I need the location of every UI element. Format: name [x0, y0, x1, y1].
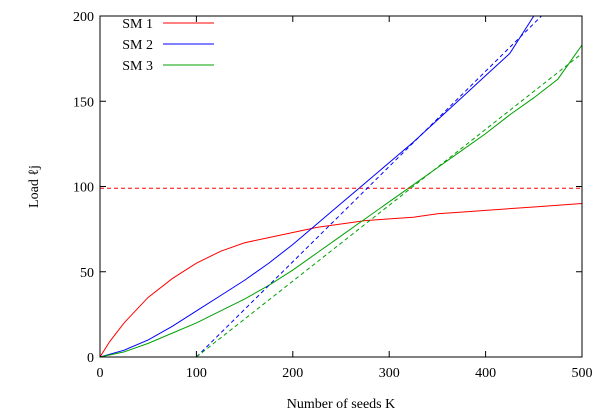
x-tick-label: 500 — [572, 366, 593, 381]
y-tick-label: 50 — [80, 266, 94, 281]
dashed-line-4 — [196, 16, 541, 357]
legend-label: SM 3 — [122, 59, 153, 74]
x-tick-label: 400 — [475, 366, 496, 381]
plot-frame — [100, 16, 582, 357]
x-axis-label: Number of seeds K — [287, 397, 395, 412]
legend-label: SM 1 — [122, 17, 153, 32]
series-line-sm-2 — [100, 16, 534, 357]
series-line-sm-3 — [100, 45, 582, 357]
legend-label: SM 2 — [122, 38, 153, 53]
series-line-sm-1 — [100, 204, 582, 357]
y-tick-label: 150 — [73, 95, 94, 110]
x-tick-label: 100 — [186, 366, 207, 381]
x-tick-label: 200 — [282, 366, 303, 381]
y-tick-label: 100 — [73, 181, 94, 196]
dashed-line-5 — [196, 54, 582, 357]
x-tick-label: 0 — [97, 366, 104, 381]
x-tick-label: 300 — [379, 366, 400, 381]
legend: SM 1 SM 2 SM 3 — [122, 17, 214, 74]
y-axis-label: Load ℓj — [27, 165, 42, 208]
plot-lines — [100, 16, 582, 357]
y-tick-label: 0 — [87, 351, 94, 366]
y-tick-label: 200 — [73, 10, 94, 25]
